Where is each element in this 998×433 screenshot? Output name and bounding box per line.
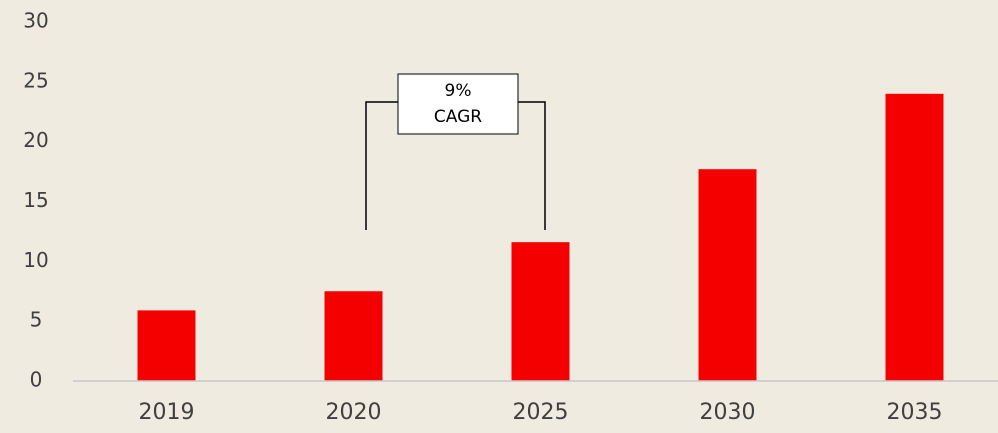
y-tick-label: 20 (23, 128, 48, 152)
y-tick-label: 25 (23, 68, 48, 92)
bracket-left (365, 101, 398, 230)
y-tick-label: 5 (30, 308, 43, 332)
annotation-text: CAGR (434, 107, 482, 127)
x-tick-label: 2035 (887, 400, 943, 425)
bar (137, 310, 196, 381)
bar (324, 291, 383, 381)
bracket-right (518, 101, 546, 230)
y-tick-label: 30 (23, 9, 48, 33)
x-tick-label: 2020 (326, 400, 382, 425)
y-tick-label: 0 (30, 368, 43, 392)
y-tick-label: 10 (23, 248, 48, 272)
x-tick-label: 2030 (700, 400, 756, 425)
bar (885, 93, 944, 382)
annotation-box (397, 73, 519, 135)
cagr-bracket (365, 73, 546, 230)
annotation-text: 9% (445, 81, 472, 101)
x-tick-label: 2019 (139, 400, 195, 425)
y-tick-label: 15 (23, 188, 48, 212)
bar (511, 242, 570, 381)
bar (698, 169, 757, 381)
x-tick-label: 2025 (513, 400, 569, 425)
